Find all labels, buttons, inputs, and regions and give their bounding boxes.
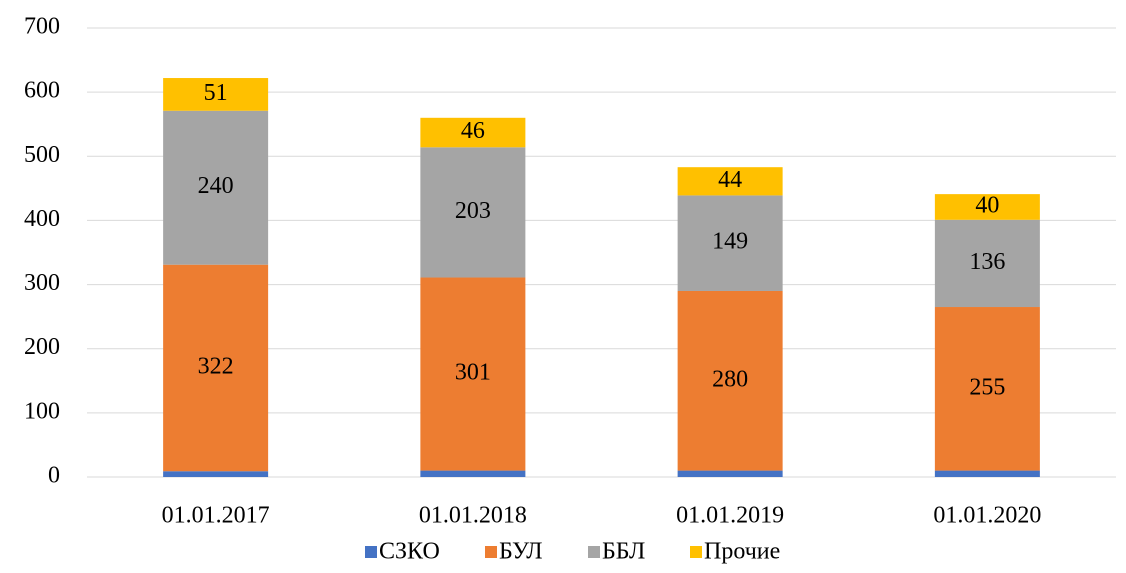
y-tick-label: 600 — [24, 78, 60, 104]
data-label: 255 — [969, 374, 1005, 400]
bar-segment — [934, 194, 1040, 220]
bar-segment — [677, 167, 783, 196]
data-label: 280 — [712, 366, 748, 392]
legend-label: СЗКО — [379, 539, 440, 565]
legend-label: Прочие — [704, 539, 780, 565]
bar-segment — [934, 470, 1040, 477]
data-label: 136 — [969, 249, 1005, 275]
bar-segment — [163, 78, 269, 111]
x-tick-label: 01.01.2019 — [676, 503, 784, 529]
x-tick-label: 01.01.2017 — [162, 503, 270, 529]
legend-swatch — [365, 546, 377, 558]
x-tick-label: 01.01.2020 — [933, 503, 1041, 529]
y-tick-label: 100 — [24, 398, 60, 424]
y-tick-label: 400 — [24, 206, 60, 232]
legend-label: ББЛ — [602, 539, 645, 565]
bar-segment — [677, 195, 783, 291]
bar-segment — [420, 147, 526, 278]
bar-segment — [420, 117, 526, 148]
data-label: 203 — [455, 198, 491, 224]
bar-segment — [163, 471, 269, 477]
data-label: 51 — [204, 80, 228, 106]
data-label: 240 — [198, 173, 234, 199]
data-label: 44 — [718, 167, 742, 193]
legend-swatch — [690, 546, 702, 558]
y-tick-label: 700 — [24, 14, 60, 40]
y-tick-label: 0 — [48, 463, 60, 489]
x-tick-label: 01.01.2018 — [419, 503, 527, 529]
y-tick-label: 200 — [24, 334, 60, 360]
bar-segment — [420, 277, 526, 471]
legend-swatch — [588, 546, 600, 558]
bar-segment — [934, 219, 1040, 308]
data-label: 46 — [461, 118, 485, 144]
bar-segment — [677, 290, 783, 471]
data-label: 40 — [975, 192, 999, 218]
y-tick-label: 300 — [24, 270, 60, 296]
data-label: 322 — [198, 353, 234, 379]
data-label: 149 — [712, 229, 748, 255]
y-tick-label: 500 — [24, 142, 60, 168]
legend-label: БУЛ — [499, 539, 543, 565]
bar-segment — [420, 470, 526, 477]
bar-segment — [934, 307, 1040, 471]
bar-segment — [677, 470, 783, 477]
legend-swatch — [485, 546, 497, 558]
data-label: 301 — [455, 360, 491, 386]
bar-segment — [163, 110, 269, 265]
bar-segment — [163, 264, 269, 472]
